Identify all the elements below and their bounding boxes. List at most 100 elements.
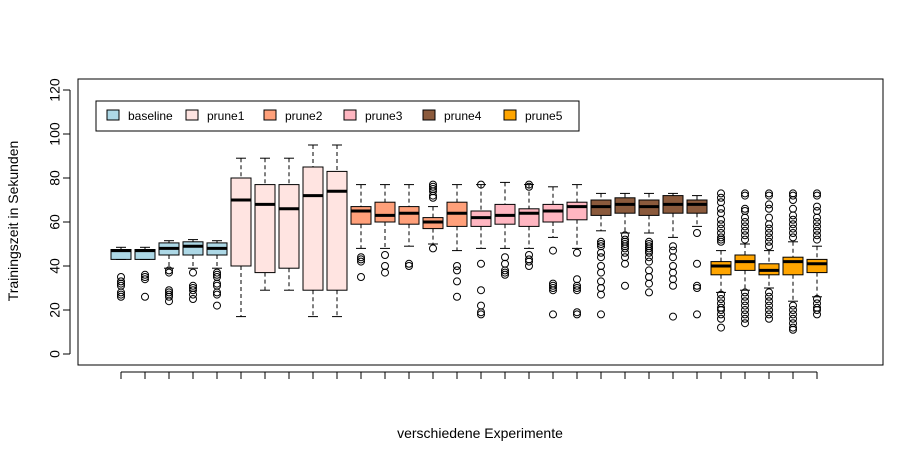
outlier-point: [765, 189, 773, 198]
box-27: [734, 189, 756, 328]
y-tick-label: 20: [47, 302, 63, 318]
outlier-point: [717, 306, 725, 314]
outlier-point: [597, 262, 605, 270]
outlier-point: [765, 213, 773, 222]
box-30: [806, 189, 828, 319]
outlier-point: [597, 240, 605, 248]
outlier-point: [693, 259, 701, 268]
outlier-point: [381, 262, 389, 270]
outlier-point: [117, 277, 125, 286]
box-14: [422, 180, 444, 253]
box-body: [326, 170, 348, 291]
outlier-point: [789, 204, 797, 213]
outlier-point: [597, 237, 605, 246]
box-2: [134, 246, 156, 301]
outlier-point: [717, 235, 725, 244]
box-5: [206, 240, 228, 310]
box-20: [566, 184, 588, 319]
outlier-point: [813, 202, 821, 211]
outlier-point: [717, 233, 725, 242]
outlier-point: [117, 290, 125, 299]
outlier-point: [741, 191, 749, 200]
outlier-point: [477, 308, 485, 317]
legend-swatch: [185, 109, 199, 121]
box-body: [302, 166, 324, 291]
outlier-point: [741, 235, 749, 244]
x-axis-label: verschiedene Experimente: [397, 425, 563, 441]
outlier-point: [717, 237, 725, 246]
outlier-point: [645, 257, 653, 266]
outlier-point: [573, 275, 581, 284]
box-series: [110, 144, 828, 334]
box-body: [398, 206, 420, 225]
outlier-point: [645, 248, 653, 257]
legend-item-prune4: prune4: [422, 109, 482, 123]
outlier-point: [597, 248, 605, 257]
box-10: [326, 144, 348, 318]
box-body: [518, 208, 540, 227]
outlier-point: [597, 290, 605, 299]
outlier-point: [189, 295, 197, 303]
box-16: [470, 180, 492, 319]
outlier-point: [813, 235, 821, 244]
outlier-point: [765, 237, 773, 246]
outlier-point: [717, 215, 725, 224]
box-18: [518, 180, 540, 270]
legend-swatch: [263, 109, 277, 121]
outlier-point: [213, 279, 221, 288]
box-body: [710, 261, 732, 276]
box-28: [758, 189, 780, 323]
box-body: [182, 241, 204, 256]
legend-item-prune5: prune5: [503, 109, 563, 123]
outlier-point: [813, 218, 821, 226]
outlier-point: [813, 306, 821, 314]
outlier-point: [501, 270, 509, 279]
outlier-point: [381, 251, 389, 259]
y-tick-label: 40: [47, 258, 63, 274]
outlier-point: [717, 224, 725, 233]
outlier-point: [669, 262, 677, 270]
outlier-point: [621, 248, 629, 257]
outlier-point: [717, 314, 725, 323]
box-7: [254, 157, 276, 291]
outlier-point: [213, 290, 221, 299]
outlier-point: [813, 222, 821, 231]
outlier-point: [717, 295, 725, 303]
outlier-point: [789, 229, 797, 237]
outlier-point: [717, 290, 725, 299]
outlier-point: [165, 297, 173, 306]
outlier-point: [645, 288, 653, 297]
outlier-point: [669, 246, 677, 255]
outlier-point: [165, 266, 173, 275]
outlier-point: [357, 257, 365, 266]
box-body: [374, 201, 396, 223]
legend-swatch: [503, 109, 517, 121]
outlier-point: [501, 266, 509, 275]
outlier-point: [477, 259, 485, 268]
box-6: [230, 157, 252, 318]
box-9: [302, 144, 324, 318]
outlier-point: [693, 310, 701, 319]
box-24: [662, 192, 684, 321]
outlier-point: [597, 253, 605, 262]
outlier-point: [741, 213, 749, 222]
outlier-point: [669, 275, 677, 284]
legend-swatch: [343, 109, 357, 121]
outlier-point: [741, 189, 749, 198]
outlier-point: [693, 229, 701, 237]
outlier-point: [165, 292, 173, 301]
outlier-point: [189, 290, 197, 299]
legend: baseline prune1 prune2 prune3 prune4 prune5: [95, 100, 580, 132]
box-body: [542, 203, 564, 223]
outlier-point: [765, 292, 773, 301]
outlier-point: [741, 314, 749, 323]
outlier-point: [525, 182, 533, 191]
outlier-point: [189, 281, 197, 290]
outlier-point: [765, 229, 773, 237]
legend-label: baseline: [128, 109, 173, 123]
outlier-point: [789, 233, 797, 242]
outlier-point: [669, 268, 677, 277]
legend-item-prune3: prune3: [343, 109, 403, 123]
outlier-point: [789, 196, 797, 204]
